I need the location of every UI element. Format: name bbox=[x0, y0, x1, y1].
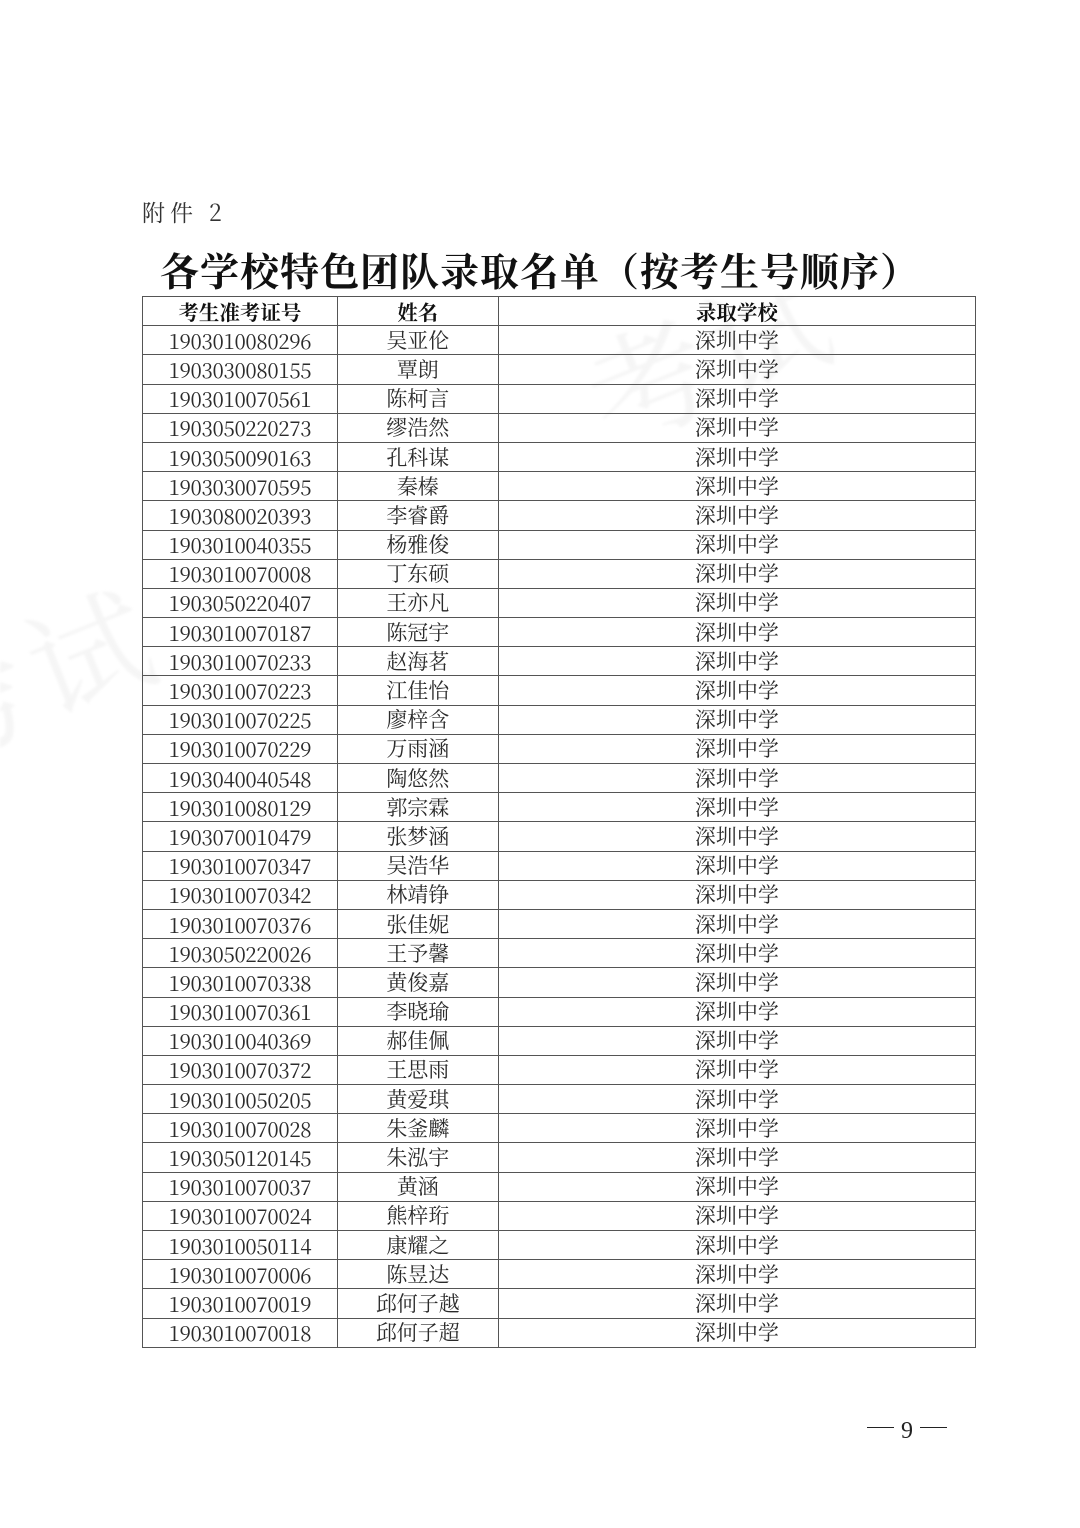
svg-text:考: 考 bbox=[0, 594, 54, 798]
